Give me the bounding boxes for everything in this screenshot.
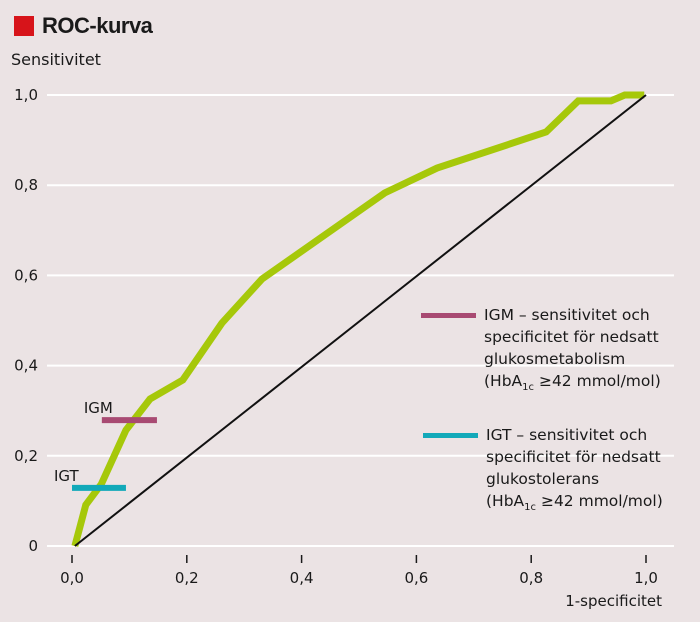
y-tick-label: 0	[28, 537, 38, 555]
x-axis-label: 1-specificitet	[565, 592, 662, 610]
chart-title: ROC-kurva	[42, 13, 153, 38]
chart-header: ROC-kurva	[14, 13, 153, 39]
y-axis-label: Sensitivitet	[11, 50, 101, 69]
y-axis-ticks: 0 0,2 0,4 0,6 0,8 1,0	[14, 86, 38, 555]
x-tick-label: 0,4	[290, 569, 314, 587]
legend-unit-sub: 1c	[524, 502, 537, 514]
legend-unit-sub: 1c	[522, 382, 535, 394]
legend-line: IGT – sensitivitet och	[486, 426, 648, 444]
legend-unit-prefix: (HbA	[486, 492, 525, 510]
legend-line: glukostolerans	[486, 470, 600, 488]
marker-label-igt: IGT	[54, 467, 80, 485]
legend-item-igt: IGT – sensitivitet och specificitet för …	[423, 424, 663, 519]
x-tick-label: 0,0	[60, 569, 84, 587]
y-tick-label: 0,2	[14, 447, 38, 465]
series-group	[71, 91, 647, 547]
legend-line: specificitet för nedsatt	[484, 328, 659, 346]
marker-group: IGM IGT	[54, 399, 157, 491]
reference-line	[74, 94, 647, 547]
legend-swatch-igt	[423, 433, 478, 438]
x-axis-ticks: 0,0 0,2 0,4 0,6 0,8 1,0	[60, 555, 658, 587]
legend-unit: (HbA1c ≥42 mmol/mol)	[484, 370, 661, 399]
y-tick-label: 0,6	[14, 266, 38, 284]
legend-unit-prefix: (HbA	[484, 372, 523, 390]
x-tick-label: 1,0	[634, 569, 658, 587]
marker-label-igm: IGM	[84, 399, 113, 417]
legend-unit-suffix: ≥42 mmol/mol)	[536, 492, 663, 510]
legend-line: specificitet för nedsatt	[486, 448, 661, 466]
legend-line: glukosmetabolism	[484, 350, 626, 368]
gridlines	[47, 94, 674, 547]
x-tick-label: 0,8	[519, 569, 543, 587]
y-tick-label: 1,0	[14, 86, 38, 104]
x-tick-label: 0,6	[404, 569, 428, 587]
legend-unit: (HbA1c ≥42 mmol/mol)	[486, 490, 663, 519]
legend-unit-suffix: ≥42 mmol/mol)	[534, 372, 661, 390]
legend-line: IGM – sensitivitet och	[484, 306, 650, 324]
y-tick-label: 0,4	[14, 357, 38, 375]
legend-item-igm: IGM – sensitivitet och specificitet för …	[421, 304, 661, 399]
x-tick-label: 0,2	[175, 569, 199, 587]
title-square-icon	[14, 16, 34, 36]
roc-curve	[71, 91, 645, 547]
y-tick-label: 0,8	[14, 176, 38, 194]
legend-swatch-igm	[421, 313, 476, 318]
